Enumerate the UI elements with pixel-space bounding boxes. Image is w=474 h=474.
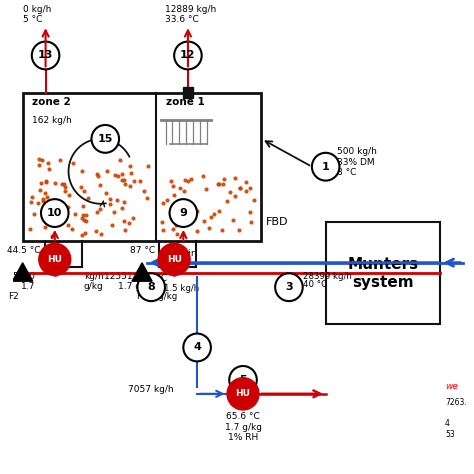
Text: 28399 kg/h: 28399 kg/h — [303, 272, 352, 281]
Bar — [23, 92, 261, 241]
Text: 12551 kg/h
1.7 g/kg: 12551 kg/h 1.7 g/kg — [104, 272, 155, 292]
Circle shape — [312, 153, 339, 181]
Circle shape — [137, 273, 165, 301]
Circle shape — [39, 244, 70, 275]
Text: 12889 kg/h
33.6 °C: 12889 kg/h 33.6 °C — [165, 5, 216, 24]
Text: 0 kg/h
5 °C: 0 kg/h 5 °C — [23, 5, 51, 24]
Text: HU: HU — [236, 389, 251, 398]
Text: HU: HU — [167, 255, 182, 264]
Bar — [326, 222, 440, 324]
Text: F2: F2 — [8, 292, 19, 301]
Text: 21341.5 kg/h: 21341.5 kg/h — [142, 284, 199, 293]
Circle shape — [275, 273, 303, 301]
Polygon shape — [12, 263, 33, 281]
Text: F1: F1 — [137, 292, 147, 301]
Text: 1.7 g/kg: 1.7 g/kg — [142, 292, 177, 301]
Text: 40 °C: 40 °C — [142, 274, 167, 283]
Circle shape — [32, 42, 59, 69]
Text: 7263.

4
53: 7263. 4 53 — [445, 399, 467, 438]
Text: dry air: dry air — [165, 249, 195, 258]
Text: zone 2: zone 2 — [32, 97, 71, 107]
Text: we: we — [445, 383, 458, 392]
Circle shape — [228, 378, 259, 410]
Text: Munters
system: Munters system — [347, 257, 419, 290]
Text: 8: 8 — [147, 282, 155, 292]
Circle shape — [170, 199, 197, 227]
Text: 7057 kg/h: 7057 kg/h — [128, 385, 174, 394]
Text: 500 kg/h
33% DM
8 °C: 500 kg/h 33% DM 8 °C — [337, 147, 377, 177]
Text: 1: 1 — [322, 162, 329, 172]
Circle shape — [41, 199, 69, 227]
Text: 5690
1.7: 5690 1.7 — [13, 272, 36, 292]
Text: 87 °C: 87 °C — [130, 246, 155, 255]
Circle shape — [91, 125, 119, 153]
Text: FBD: FBD — [266, 217, 289, 228]
Text: zone 1: zone 1 — [165, 97, 204, 107]
Text: 4: 4 — [193, 343, 201, 353]
Text: 162 kg/h: 162 kg/h — [32, 116, 72, 125]
Text: 12: 12 — [180, 50, 196, 61]
Text: 9: 9 — [179, 208, 187, 218]
Polygon shape — [132, 263, 152, 281]
Text: 5: 5 — [239, 375, 247, 385]
Circle shape — [183, 334, 211, 361]
Bar — [183, 87, 193, 98]
Text: 44.5 °C: 44.5 °C — [7, 246, 40, 255]
Circle shape — [158, 244, 190, 275]
Text: HU: HU — [47, 255, 62, 264]
Circle shape — [229, 366, 257, 394]
Text: 15: 15 — [98, 134, 113, 144]
Text: kg/h
g/kg: kg/h g/kg — [84, 272, 104, 292]
Text: 40 °C: 40 °C — [303, 280, 327, 289]
Text: 65.6 °C
1.7 g/kg
1% RH: 65.6 °C 1.7 g/kg 1% RH — [225, 412, 262, 442]
Text: 13: 13 — [38, 50, 53, 61]
Text: 3: 3 — [285, 282, 293, 292]
Text: 10: 10 — [47, 208, 63, 218]
Circle shape — [174, 42, 202, 69]
